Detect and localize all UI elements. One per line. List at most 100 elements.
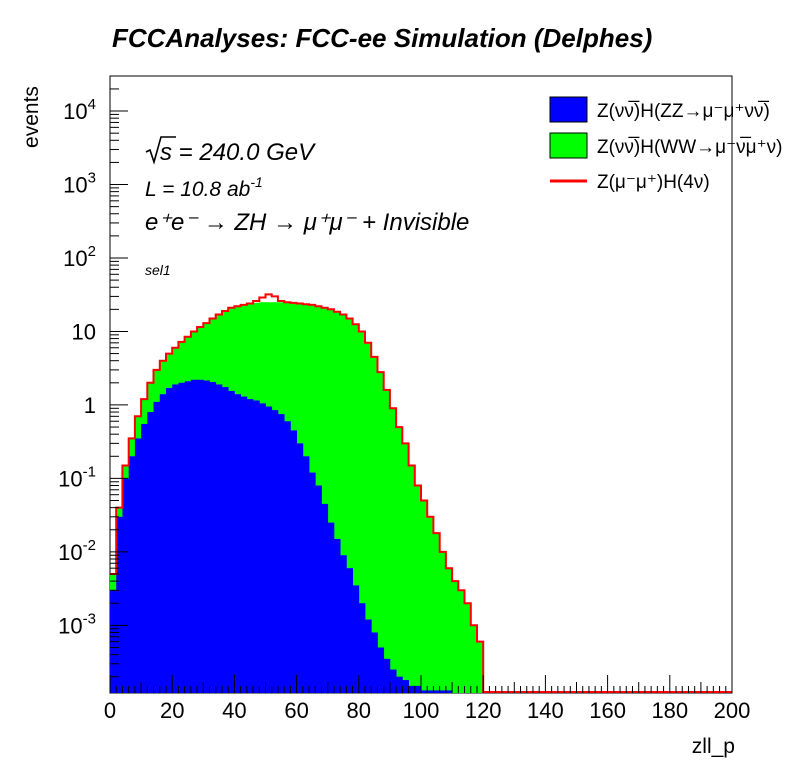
y-tick-exponent: -2	[83, 537, 96, 554]
x-tick-label: 120	[465, 698, 502, 723]
y-tick-base: 10	[58, 613, 82, 638]
y-tick-base: 10	[63, 246, 87, 271]
bar-series-0-bin-18	[221, 387, 229, 693]
bar-series-0-bin-26	[271, 410, 279, 693]
bar-series-1-bin-51	[427, 516, 434, 693]
bar-series-1-bin-53	[439, 551, 447, 693]
bar-series-0-bin-11	[178, 382, 186, 693]
bar-series-0-bin-23	[253, 400, 260, 693]
bar-series-0-bin-16	[209, 382, 217, 693]
y-tick-base: 10	[63, 173, 87, 198]
bar-series-0-bin-46	[396, 676, 403, 693]
y-tick-base: 10	[58, 466, 82, 491]
bar-series-0-bin-39	[352, 585, 360, 693]
bar-series-0-bin-38	[346, 568, 353, 693]
bar-series-0-bin-52	[433, 690, 441, 693]
legend-label-zz: Z(νν̅)H(ZZ→μ⁻μ⁺νν̅)	[597, 101, 770, 122]
sqrt-s-annotation: s = 240.0 GeV	[145, 136, 316, 166]
bar-series-1-bin-48	[408, 465, 416, 693]
bar-series-0-bin-20	[234, 394, 242, 693]
bar-series-1-bin-57	[464, 603, 472, 693]
bar-series-0-bin-41	[365, 619, 372, 693]
bar-series-1-bin-37	[340, 314, 347, 693]
legend-swatch-zz	[549, 96, 588, 123]
bar-series-0-bin-51	[427, 690, 434, 693]
process-annotation: e⁺e⁻ → ZH → μ⁺μ⁻ + Invisible	[145, 209, 469, 236]
y-tick-exponent: 2	[88, 243, 96, 260]
y-tick-exponent: -1	[83, 463, 96, 480]
x-tick-label: 160	[589, 698, 626, 723]
y-tick-label: 103	[63, 170, 96, 198]
bar-series-0-bin-14	[197, 379, 204, 693]
bar-series-1-bin-47	[402, 443, 409, 693]
bar-series-0-bin-49	[414, 685, 422, 693]
bar-series-0-bin-37	[340, 555, 347, 693]
bar-series-0-bin-42	[371, 632, 378, 693]
bar-series-0-bin-53	[439, 690, 447, 693]
bar-series-1-bin-55	[452, 581, 459, 693]
legend: Z(νν̅)H(ZZ→μ⁻μ⁺νν̅) Z(νν̅)H(WW→μ⁻ν̅μ⁺ν) …	[549, 96, 782, 193]
y-tick-label: 10-2	[58, 537, 96, 565]
bar-series-0-bin-54	[445, 690, 453, 693]
y-tick-label: 10-3	[58, 610, 96, 638]
y-tick-base: 10	[72, 319, 96, 344]
x-axis-title: zll_p	[692, 735, 735, 758]
x-tick-label: 100	[403, 698, 440, 723]
bar-series-1-bin-34	[321, 307, 329, 693]
y-tick-base: 1	[84, 393, 96, 418]
bar-series-0-bin-19	[228, 390, 235, 693]
bar-series-0-bin-5	[141, 424, 148, 693]
x-tick-label: 80	[347, 698, 371, 723]
bar-series-0-bin-28	[284, 421, 291, 693]
bar-series-1-bin-41	[365, 342, 372, 693]
bar-series-1-bin-44	[383, 389, 391, 693]
y-tick-exponent: 4	[88, 96, 96, 113]
bar-series-1-bin-46	[396, 427, 403, 693]
y-axis-title: events	[20, 86, 43, 148]
bar-series-0-bin-10	[172, 384, 179, 693]
bar-series-0-bin-13	[190, 379, 198, 693]
y-tick-exponent: 3	[88, 170, 96, 187]
x-tick-label: 60	[284, 698, 308, 723]
chart-title: FCCAnalyses: FCC-ee Simulation (Delphes)	[112, 23, 652, 53]
bar-series-0-bin-27	[277, 414, 285, 693]
bar-series-1-bin-59	[476, 641, 484, 693]
y-tick-base: 10	[63, 99, 87, 124]
bar-series-1-bin-36	[333, 311, 341, 693]
bar-series-0-bin-29	[290, 430, 297, 693]
bar-series-1-bin-45	[389, 408, 397, 693]
y-tick-exponent: -3	[83, 610, 96, 627]
bar-series-1-bin-50	[421, 500, 428, 693]
bar-series-0-bin-48	[408, 685, 416, 693]
bar-series-0-bin-8	[159, 394, 167, 693]
selection-annotation: sel1	[145, 262, 171, 278]
legend-label-ww: Z(νν̅)H(WW→μ⁻ν̅μ⁺ν)	[597, 137, 782, 158]
bar-series-0-bin-22	[246, 399, 254, 693]
y-tick-label: 10-1	[58, 463, 96, 491]
bar-series-1-bin-35	[327, 309, 335, 693]
bar-series-0-bin-44	[383, 658, 391, 693]
sqrt-s-text: s = 240.0 GeV	[160, 139, 316, 166]
bar-series-0-bin-30	[296, 443, 304, 693]
bar-series-0-bin-36	[333, 538, 341, 693]
bar-series-1-bin-39	[352, 324, 360, 693]
bar-series-0-bin-47	[402, 680, 409, 693]
bar-series-0-bin-33	[315, 485, 322, 693]
bar-series-0-bin-17	[215, 384, 223, 693]
bar-series-1-bin-56	[458, 590, 465, 693]
luminosity-exp: -1	[250, 174, 262, 190]
bar-series-1-bin-49	[414, 485, 422, 693]
bar-series-1-bin-54	[445, 568, 453, 693]
bar-series-0-bin-3	[128, 456, 136, 693]
bar-series-0-bin-40	[358, 603, 366, 693]
bar-series-1-bin-42	[371, 356, 378, 693]
series-line-signal	[110, 293, 732, 693]
bar-series-1-bin-58	[470, 625, 478, 693]
bar-series-0-bin-12	[184, 381, 192, 693]
bar-series-1-bin-38	[346, 318, 353, 693]
bar-series-0-bin-25	[265, 406, 273, 693]
line-layer	[110, 293, 732, 693]
x-tick-label: 180	[651, 698, 688, 723]
